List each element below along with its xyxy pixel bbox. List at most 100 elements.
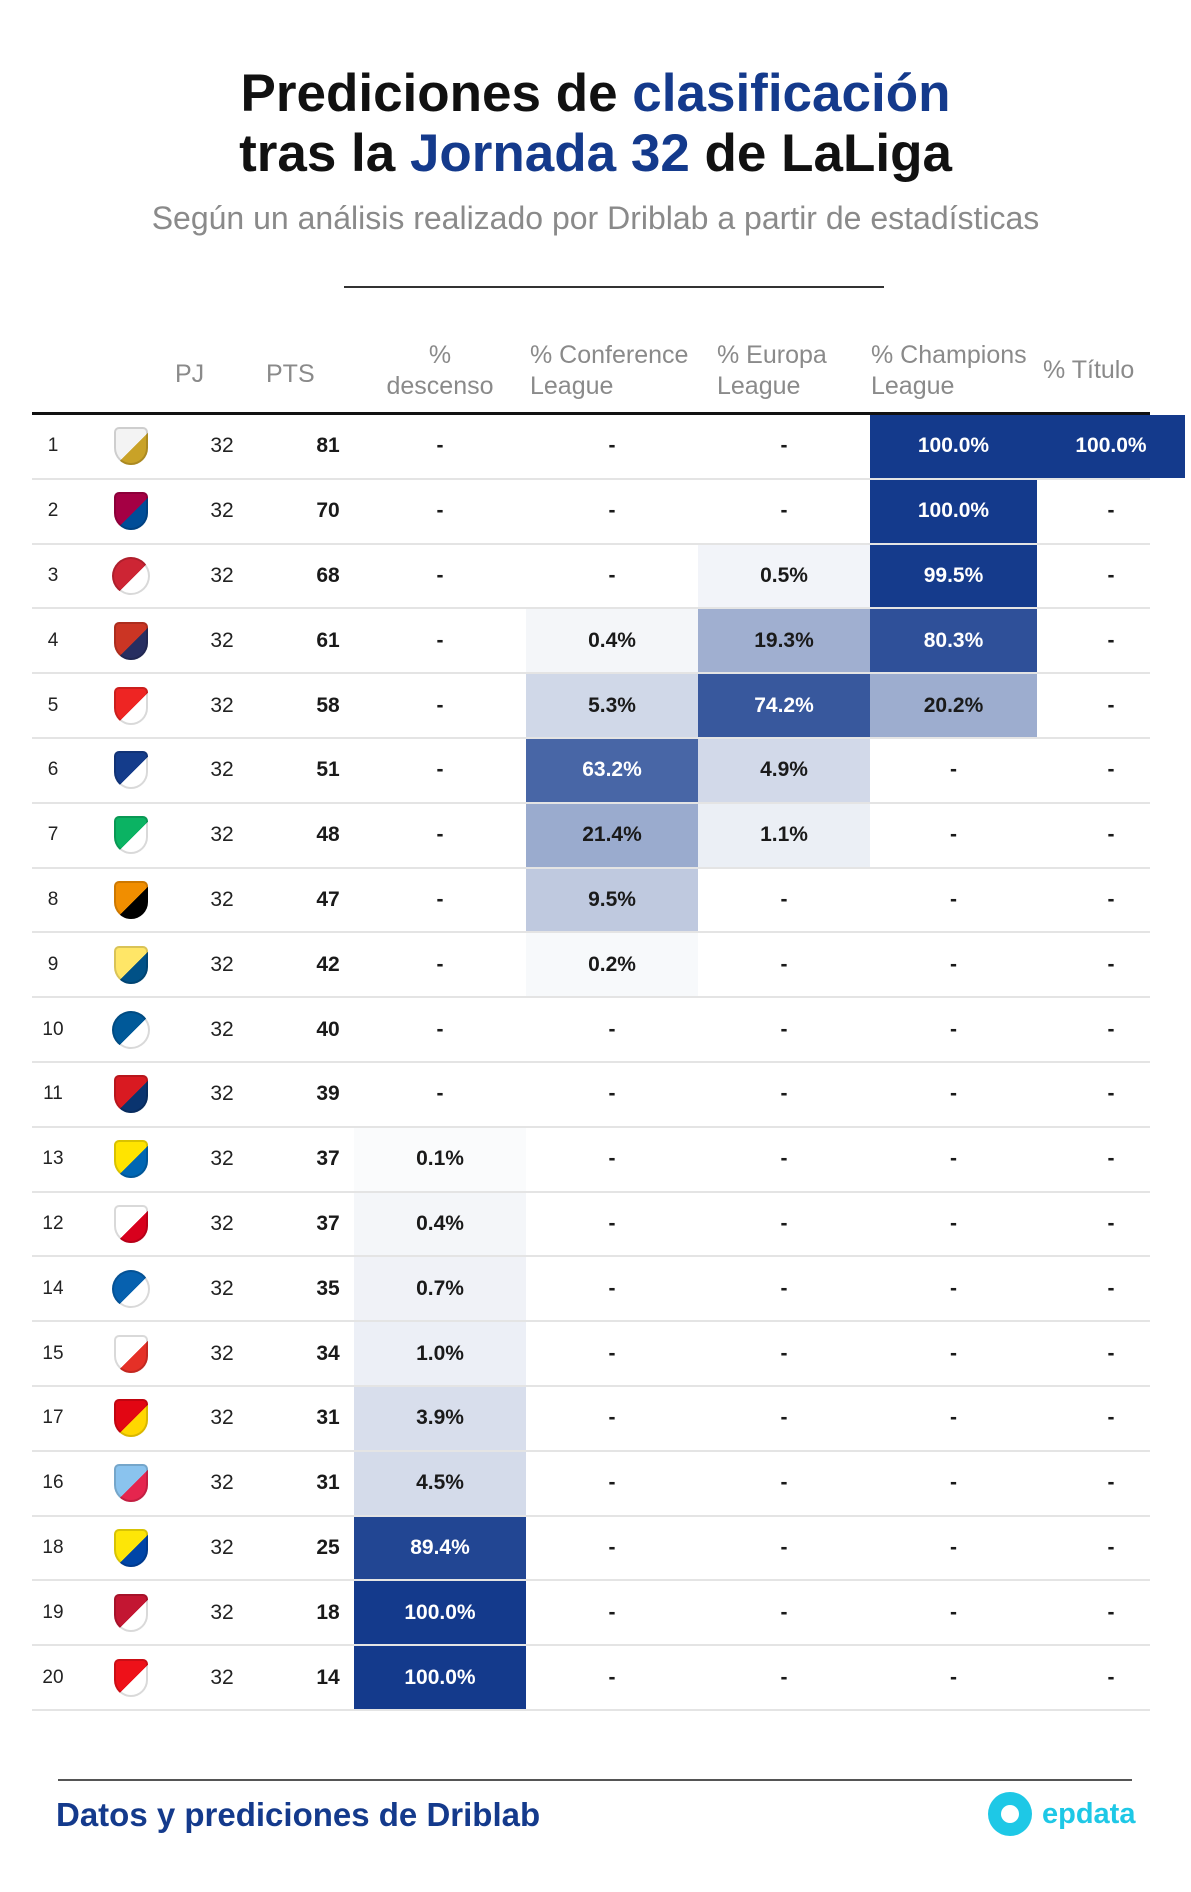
europa-cell: -	[780, 434, 788, 458]
rank-cell: 2	[47, 500, 59, 522]
table-row: 10 32 40 - - - - -	[32, 998, 1150, 1063]
table-row: 17 32 31 3.9% - - - -	[32, 1386, 1150, 1452]
rank-cell: 7	[47, 824, 59, 846]
pts-cell: 70	[316, 499, 340, 523]
rank-cell: 12	[42, 1212, 64, 1234]
table-row: 11 32 39 - - - - -	[32, 1063, 1150, 1128]
pj-cell: 32	[210, 1665, 234, 1689]
champions-cell: -	[950, 1535, 957, 1559]
crest-cell	[90, 674, 172, 737]
almeria-crest	[114, 1658, 148, 1697]
titulo-cell: -	[1107, 693, 1115, 717]
mallorca-crest	[114, 1399, 148, 1438]
pts-cell: 42	[316, 952, 340, 976]
champions-cell: 99.5%	[870, 544, 1037, 608]
conference-cell: 63.2%	[526, 738, 698, 802]
pts-cell: 25	[316, 1535, 340, 1559]
table-row: 18 32 25 89.4% - - - -	[32, 1516, 1150, 1582]
descenso-cell: 0.1%	[354, 1127, 526, 1191]
descenso-cell: 1.0%	[354, 1322, 526, 1385]
table-row: 12 32 37 0.4% - - - -	[32, 1192, 1150, 1258]
atletico-madrid-crest	[114, 621, 148, 660]
source-note: Datos y prediciones de Driblab	[56, 1796, 541, 1833]
rank-cell: 14	[42, 1277, 64, 1299]
crest-cell	[90, 1322, 172, 1385]
champions-cell: -	[950, 1147, 957, 1171]
rank-cell: 18	[42, 1536, 64, 1558]
alaves-crest	[112, 1269, 150, 1308]
crest-cell	[90, 1063, 172, 1126]
conference-cell: 9.5%	[526, 868, 698, 932]
conference-cell: -	[608, 1276, 616, 1300]
rank-cell: 3	[47, 564, 59, 586]
pj-cell: 32	[210, 952, 234, 976]
rank-cell: 15	[42, 1342, 64, 1364]
europa-cell: -	[780, 1147, 788, 1171]
pj-cell: 32	[210, 1017, 234, 1041]
champions-cell: -	[950, 823, 957, 847]
titulo-cell: -	[1107, 1147, 1115, 1171]
conference-cell: 0.4%	[526, 609, 698, 673]
header-line: % Europa	[717, 341, 827, 369]
champions-cell: 20.2%	[870, 674, 1037, 737]
champions-cell: -	[950, 758, 957, 782]
pts-cell: 40	[316, 1017, 340, 1041]
pts-cell: 18	[316, 1600, 340, 1624]
europa-cell: -	[780, 1665, 788, 1689]
descenso-cell: -	[436, 499, 444, 523]
title-line-1: Prediciones de clasificación	[0, 64, 1191, 124]
descenso-cell: 0.4%	[354, 1192, 526, 1256]
titulo-cell: -	[1107, 758, 1115, 782]
descenso-cell: 100.0%	[354, 1646, 526, 1709]
crest-cell	[90, 1517, 172, 1580]
rank-cell: 20	[42, 1666, 64, 1688]
rank-cell: 1	[47, 435, 59, 457]
header-line: League	[717, 372, 801, 400]
titulo-cell: -	[1107, 628, 1115, 652]
rank-cell: 16	[42, 1472, 64, 1494]
pts-cell: 31	[316, 1471, 340, 1495]
europa-cell: 0.5%	[698, 544, 870, 608]
champions-cell: -	[950, 1082, 957, 1106]
europa-cell: -	[780, 1082, 788, 1106]
title-text: tras la	[239, 124, 410, 183]
pts-cell: 51	[316, 758, 340, 782]
brand-name: epdata	[1042, 1797, 1136, 1830]
titulo-cell: -	[1107, 563, 1115, 587]
pts-cell: 81	[316, 434, 340, 458]
descenso-cell: -	[436, 563, 444, 587]
rank-cell: 19	[42, 1601, 64, 1623]
header-pj: PJ	[175, 360, 205, 388]
crest-cell	[90, 998, 172, 1061]
pj-cell: 32	[210, 693, 234, 717]
descenso-cell: -	[436, 1017, 444, 1041]
conference-cell: -	[608, 434, 616, 458]
table-row: 7 32 48 - 21.4% 1.1% - -	[32, 803, 1150, 869]
conference-cell: 21.4%	[526, 803, 698, 867]
crest-cell	[90, 869, 172, 932]
table-row: 3 32 68 - - 0.5% 99.5% -	[32, 544, 1150, 610]
champions-cell: -	[950, 1276, 957, 1300]
descenso-cell: -	[436, 693, 444, 717]
header-pts: PTS	[266, 360, 315, 388]
pts-cell: 31	[316, 1406, 340, 1430]
celta-crest	[114, 1464, 148, 1503]
osasuna-crest	[114, 1075, 148, 1114]
titulo-cell: -	[1107, 1082, 1115, 1106]
descenso-cell: 4.5%	[354, 1451, 526, 1515]
europa-cell: 19.3%	[698, 609, 870, 673]
champions-cell: -	[950, 1600, 957, 1624]
table-row: 4 32 61 - 0.4% 19.3% 80.3% -	[32, 609, 1150, 675]
title-highlight: Jornada 32	[409, 124, 690, 183]
table-row: 13 32 37 0.1% - - - -	[32, 1127, 1150, 1193]
champions-cell: -	[950, 1017, 957, 1041]
table-row: 1 32 81 - - - 100.0% 100.0%	[32, 415, 1185, 480]
table-row: 19 32 18 100.0% - - - -	[32, 1581, 1150, 1647]
table-row: 16 32 31 4.5% - - - -	[32, 1451, 1150, 1517]
rank-cell: 13	[42, 1148, 64, 1170]
titulo-cell: -	[1107, 823, 1115, 847]
titulo-cell: -	[1107, 1341, 1115, 1365]
descenso-cell: -	[436, 952, 444, 976]
rank-cell: 17	[42, 1407, 64, 1429]
conference-cell: -	[608, 1406, 616, 1430]
